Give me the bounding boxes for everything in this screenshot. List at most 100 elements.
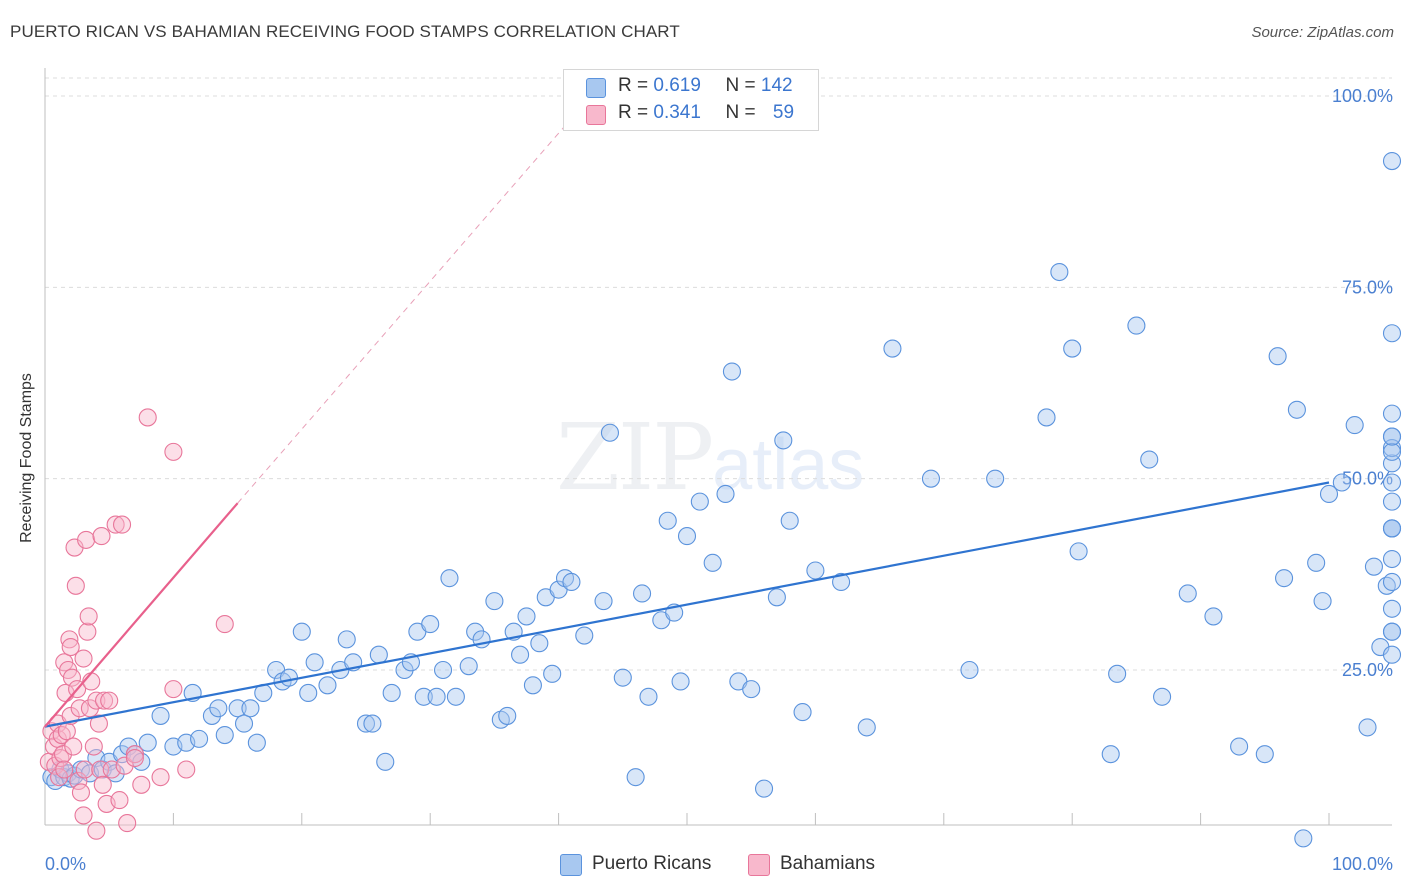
point-puerto-rican [299, 683, 318, 703]
point-puerto-rican [1313, 592, 1332, 611]
point-puerto-rican [119, 737, 138, 756]
point-puerto-rican [1153, 687, 1172, 706]
point-puerto-rican [1382, 572, 1402, 592]
point-bahamian [80, 699, 99, 718]
point-puerto-rican [1382, 427, 1402, 446]
x-tick-label: 0.0% [45, 854, 86, 874]
point-bahamian [74, 649, 93, 668]
point-bahamian [53, 745, 73, 764]
point-bahamian [93, 775, 112, 794]
point-puerto-rican [234, 714, 254, 733]
point-bahamian [87, 691, 106, 710]
point-bahamian [177, 760, 196, 779]
point-puerto-rican [1050, 262, 1069, 282]
point-puerto-rican [1204, 607, 1223, 626]
point-puerto-rican [421, 615, 440, 634]
point-puerto-rican [600, 423, 620, 442]
point-puerto-rican [1255, 745, 1274, 764]
point-puerto-rican [543, 664, 562, 683]
point-puerto-rican [639, 687, 658, 706]
point-puerto-rican [1287, 400, 1306, 419]
point-puerto-rican [767, 588, 786, 607]
point-bahamian [112, 515, 132, 534]
point-bahamian [92, 527, 111, 546]
point-puerto-rican [202, 706, 221, 725]
bottom-legend-swatch-bahamians [748, 854, 770, 876]
watermark: ZIPatlas [556, 404, 864, 511]
point-puerto-rican [677, 527, 697, 546]
point-puerto-rican [498, 706, 517, 725]
point-puerto-rican [1358, 718, 1377, 737]
legend-swatch-bahamians [586, 105, 606, 125]
point-puerto-rican [414, 687, 433, 706]
point-puerto-rican [190, 729, 209, 748]
point-bahamian [110, 791, 129, 810]
point-puerto-rican [1178, 584, 1197, 603]
point-puerto-rican [1382, 492, 1402, 511]
point-puerto-rican [517, 607, 536, 626]
point-puerto-rican [1319, 484, 1339, 504]
point-bahamian [69, 771, 88, 791]
point-puerto-rican [613, 668, 632, 687]
bottom-legend-label-puerto-ricans: Puerto Ricans [592, 853, 712, 874]
point-bahamian [95, 691, 114, 710]
point-puerto-rican [511, 645, 530, 664]
point-bahamian [164, 442, 183, 461]
point-puerto-rican [742, 680, 761, 699]
point-puerto-rican [1294, 829, 1313, 848]
y-tick-label: 75.0% [1342, 277, 1393, 297]
point-puerto-rican [1101, 745, 1120, 764]
point-puerto-rican [1382, 404, 1402, 423]
point-bahamian [74, 806, 93, 825]
point-puerto-rican [215, 726, 234, 745]
point-puerto-rican [780, 511, 799, 530]
legend-n-label: N = [725, 102, 756, 123]
point-puerto-rican [427, 687, 446, 706]
point-puerto-rican [337, 630, 356, 649]
point-puerto-rican [440, 569, 459, 588]
point-bahamian [64, 737, 83, 756]
point-puerto-rican [376, 752, 395, 771]
legend-n-label: N = [725, 75, 756, 96]
point-bahamian [132, 775, 151, 794]
point-puerto-rican [1345, 416, 1364, 435]
chart-source: Source: ZipAtlas.com [1251, 24, 1394, 41]
point-bahamian [100, 691, 119, 710]
x-tick-label: 100.0% [1332, 854, 1393, 874]
legend: R = 0.619 N = 142 R = 0.341 N = 59 [563, 69, 819, 131]
legend-r-value: 0.341 [653, 102, 701, 123]
point-puerto-rican [633, 584, 652, 603]
point-bahamian [164, 680, 183, 699]
legend-swatch-puerto-ricans [586, 78, 606, 98]
point-puerto-rican [1332, 473, 1351, 492]
point-bahamian [61, 637, 80, 657]
point-puerto-rican [1382, 645, 1402, 664]
point-puerto-rican [1268, 347, 1287, 366]
point-puerto-rican [1382, 519, 1402, 538]
point-bahamian [77, 530, 96, 549]
point-puerto-rican [1382, 473, 1402, 492]
point-bahamian [125, 748, 144, 768]
point-bahamian [78, 622, 97, 641]
point-puerto-rican [806, 561, 825, 580]
point-puerto-rican [690, 492, 709, 511]
point-bahamian [118, 814, 137, 833]
point-bahamian [125, 745, 144, 764]
point-puerto-rican [247, 733, 266, 752]
point-puerto-rican [279, 668, 299, 687]
point-puerto-rican [530, 634, 549, 653]
point-bahamian [60, 630, 79, 649]
point-puerto-rican [754, 779, 774, 798]
point-bahamian [57, 722, 76, 741]
y-tick-label: 25.0% [1342, 660, 1393, 680]
point-puerto-rican [774, 431, 793, 450]
point-puerto-rican [446, 687, 465, 706]
legend-n-value: 59 [772, 102, 795, 123]
point-puerto-rican [1063, 339, 1082, 358]
trendline-bahamians [44, 502, 239, 728]
point-puerto-rican [658, 511, 677, 530]
point-bahamian [70, 699, 89, 718]
point-puerto-rican [382, 683, 401, 703]
point-puerto-rican [1382, 549, 1402, 569]
point-bahamian [62, 668, 82, 687]
